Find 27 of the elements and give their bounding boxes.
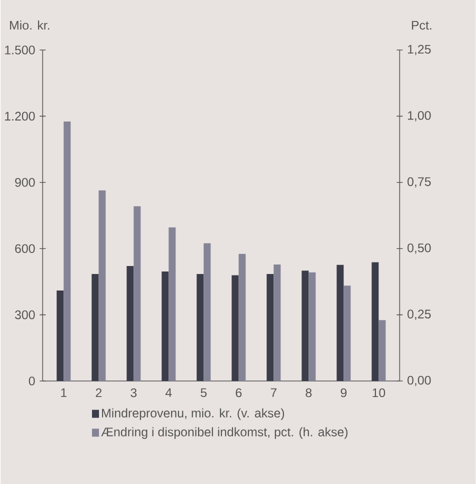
x-tick-label: 8 [306,388,312,398]
y-tick-label: 1.200 [5,112,35,121]
x-tick-label: 6 [236,388,242,398]
y2-tick-label: 0,25 [408,310,431,320]
bar [64,121,71,381]
legend-label: Ændring i disponibel indkomst, pct. (h. akse) [101,427,348,439]
legend-label: Mindreprovenu, mio. kr. (v. akse) [102,408,284,420]
y2-axis-title: Pct. [412,20,432,30]
x-tick-label: 10 [372,388,386,398]
y2-tick-label: 1,00 [408,111,431,122]
y-tick-label: 900 [15,178,35,187]
x-tick-label: 4 [166,388,172,397]
y-axis-title: Mio. kr. [10,20,50,30]
y2-tick-label: 0,75 [408,177,431,188]
y-tick-label: 0 [29,376,35,386]
x-tick-label: 3 [130,388,137,398]
x-tick-label: 2 [96,388,102,398]
y-tick-label: 1.500 [5,46,35,54]
y2-tick-label: 0,50 [408,243,431,254]
y2-tick-label: 0,00 [408,376,431,386]
x-tick-label: 9 [340,388,347,398]
x-tick-label: 7 [271,388,277,397]
x-tick-label: 5 [200,388,207,398]
y-tick-label: 600 [15,244,35,254]
y-tick-label: 300 [15,310,35,320]
x-tick-label: 1 [61,388,67,397]
y2-tick-label: 1,25 [408,44,431,56]
